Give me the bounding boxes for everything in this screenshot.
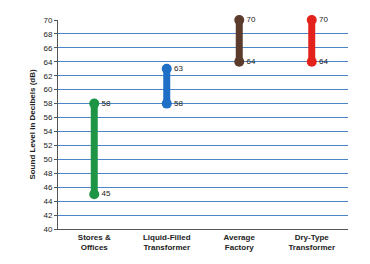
svg-text:60: 60 [43, 85, 52, 94]
svg-text:62: 62 [43, 72, 52, 81]
svg-text:46: 46 [43, 183, 52, 192]
svg-text:50: 50 [43, 155, 52, 164]
svg-text:54: 54 [43, 127, 52, 136]
svg-text:Liquid-FilledTransformer: Liquid-FilledTransformer [143, 233, 191, 252]
svg-text:64: 64 [247, 57, 256, 66]
svg-text:AverageFactory: AverageFactory [224, 233, 256, 252]
svg-text:45: 45 [102, 189, 111, 198]
svg-text:58: 58 [102, 99, 111, 108]
svg-text:70: 70 [247, 15, 256, 24]
svg-text:40: 40 [43, 225, 52, 234]
svg-text:58: 58 [174, 99, 183, 108]
svg-text:Dry-TypeTransformer: Dry-TypeTransformer [288, 233, 335, 252]
svg-text:70: 70 [43, 16, 52, 25]
svg-text:63: 63 [174, 64, 183, 73]
svg-text:48: 48 [43, 169, 52, 178]
svg-text:44: 44 [43, 197, 52, 206]
svg-text:42: 42 [43, 211, 52, 220]
svg-text:64: 64 [319, 57, 328, 66]
svg-text:64: 64 [43, 58, 52, 67]
svg-text:Stores &Offices: Stores &Offices [78, 233, 111, 252]
svg-text:52: 52 [43, 141, 52, 150]
svg-text:70: 70 [319, 15, 328, 24]
svg-text:68: 68 [43, 30, 52, 39]
svg-text:58: 58 [43, 99, 52, 108]
svg-text:56: 56 [43, 113, 52, 122]
svg-text:66: 66 [43, 44, 52, 53]
svg-text:Sound Level in Decibels (dB): Sound Level in Decibels (dB) [28, 69, 37, 180]
